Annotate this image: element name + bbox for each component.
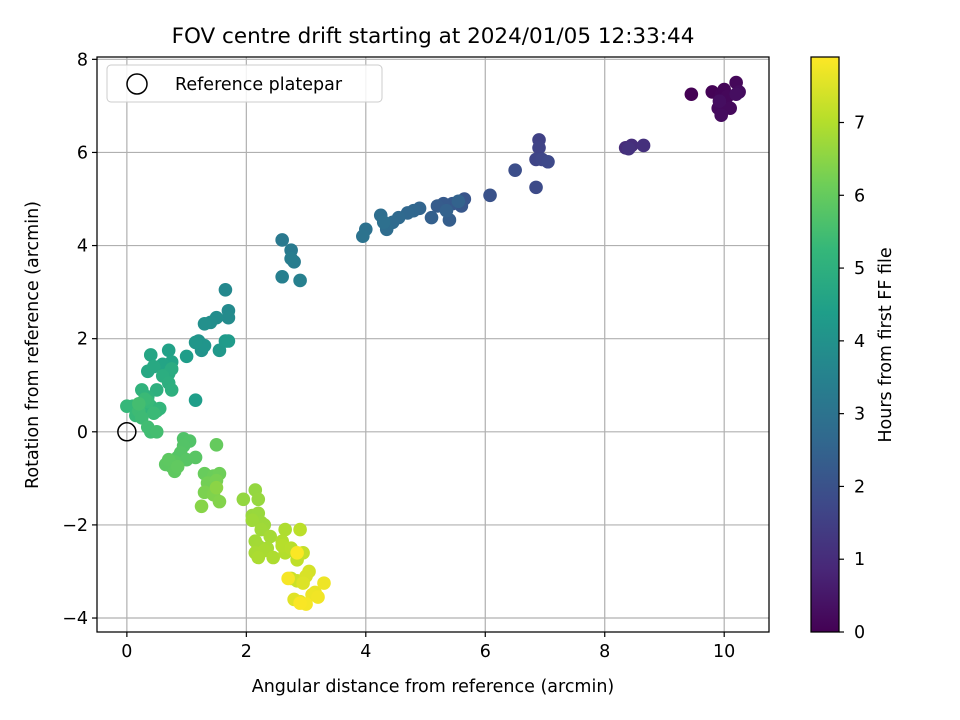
data-point (179, 349, 194, 364)
data-point (311, 590, 325, 604)
data-point (146, 406, 161, 420)
data-point (266, 550, 281, 565)
y-tick-label: 4 (77, 237, 88, 257)
data-point (212, 494, 227, 509)
data-point (293, 273, 307, 288)
data-point (376, 215, 391, 230)
x-tick-label: 0 (121, 642, 132, 662)
data-point (729, 87, 743, 102)
data-point (251, 550, 266, 565)
data-point (275, 233, 289, 247)
data-point (188, 393, 203, 407)
data-point (293, 522, 307, 537)
data-point (221, 310, 236, 325)
data-point (161, 343, 176, 358)
colorbar-ticks: 0 1 2 3 4 5 6 7 (839, 114, 865, 643)
data-point (149, 424, 164, 439)
x-tick-label: 10 (713, 642, 735, 662)
colorbar-tick-label: 7 (854, 114, 865, 134)
colorbar-tick-label: 2 (854, 477, 865, 497)
legend-marker (126, 73, 148, 95)
colorbar-tick-label: 0 (854, 623, 865, 643)
data-point (197, 316, 212, 331)
grid (97, 57, 769, 632)
colorbar-tick-label: 1 (854, 550, 865, 570)
data-point (532, 140, 546, 155)
data-point (290, 546, 304, 560)
data-points (120, 75, 746, 611)
data-point (218, 282, 233, 297)
legend: Reference platepar (106, 64, 383, 103)
data-point (281, 571, 295, 586)
data-point (146, 359, 161, 374)
data-point (293, 596, 307, 610)
x-tick-label: 8 (599, 642, 610, 662)
legend-box (106, 64, 383, 103)
y-tick-label: 0 (77, 423, 88, 443)
x-axis-ticks: 0 2 4 6 8 10 (121, 632, 735, 662)
data-point (209, 480, 224, 495)
data-point (188, 450, 203, 465)
data-point (120, 399, 134, 413)
data-point (132, 397, 146, 411)
data-point (508, 163, 522, 177)
data-point (451, 194, 466, 209)
data-point (317, 576, 331, 590)
data-point (684, 87, 699, 102)
data-point (194, 499, 209, 514)
colorbar-tick-label: 5 (854, 259, 865, 279)
data-point (164, 383, 179, 397)
x-tick-label: 2 (241, 642, 252, 662)
colorbar-label: Hours from first FF file (876, 247, 896, 442)
colorbar-tick-label: 6 (854, 186, 865, 206)
colorbar-tick-label: 3 (854, 405, 865, 425)
data-point (251, 492, 266, 507)
data-point (621, 141, 636, 156)
data-point (529, 180, 543, 195)
data-point (188, 335, 203, 350)
data-point (636, 138, 651, 153)
data-point (712, 94, 727, 109)
data-point (296, 576, 310, 590)
colorbar-tick-label: 4 (854, 332, 865, 352)
data-point (278, 522, 292, 537)
y-axis-label: Rotation from reference (arcmin) (23, 201, 43, 489)
data-point (356, 229, 370, 244)
plot-frame (96, 56, 770, 633)
y-tick-label: 2 (77, 330, 88, 350)
data-point (275, 269, 289, 284)
y-tick-label: 8 (77, 50, 88, 70)
data-point (284, 251, 298, 266)
y-tick-label: −2 (62, 516, 88, 536)
data-point (263, 529, 278, 544)
data-point (170, 459, 185, 474)
y-tick-label: −4 (62, 609, 88, 629)
y-tick-label: 6 (77, 143, 88, 163)
data-point (439, 203, 454, 218)
colorbar-frame (810, 56, 840, 633)
colorbar: 0 1 2 3 4 5 6 7 Hours from first FF file (810, 56, 896, 643)
data-point (541, 154, 555, 169)
data-point (221, 334, 236, 348)
colorbar-fill (811, 57, 839, 632)
y-axis-ticks: −4 −2 0 2 4 6 8 (62, 50, 97, 629)
data-point (424, 210, 439, 225)
x-tick-label: 4 (360, 642, 371, 662)
legend-entry: Reference platepar (175, 75, 343, 95)
data-point (209, 438, 224, 452)
data-point (143, 348, 158, 362)
x-tick-label: 6 (480, 642, 491, 662)
data-point (245, 513, 260, 528)
chart-title: FOV centre drift starting at 2024/01/05 … (172, 24, 695, 49)
data-point (236, 492, 251, 507)
data-point (714, 108, 729, 122)
data-point (483, 188, 497, 203)
x-axis-label: Angular distance from reference (arcmin) (252, 677, 615, 697)
reference-point (117, 422, 137, 442)
